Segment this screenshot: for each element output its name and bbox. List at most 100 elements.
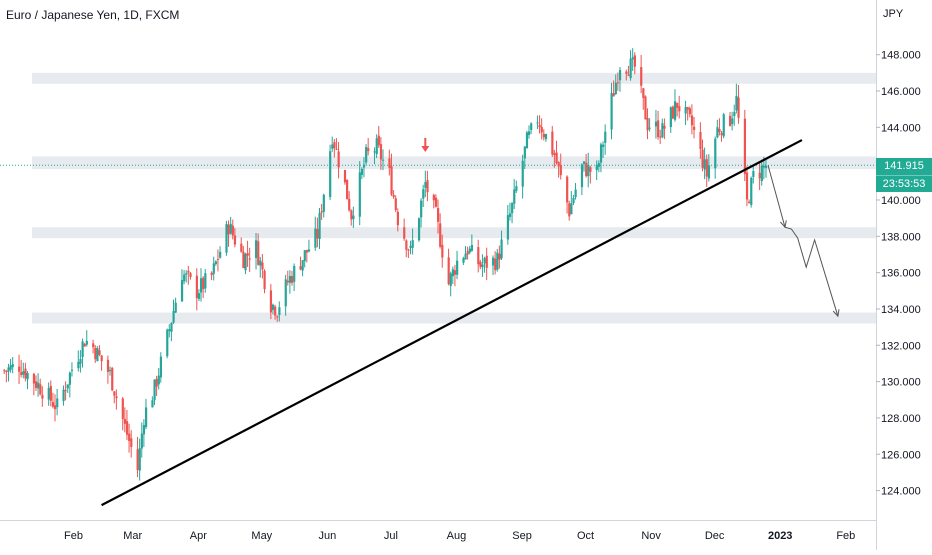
candle-body xyxy=(288,276,292,283)
x-tick-label: Aug xyxy=(447,530,467,542)
candle-body xyxy=(762,165,766,168)
candle-body xyxy=(684,106,687,114)
candle-body xyxy=(731,118,734,124)
candle-body xyxy=(405,240,408,250)
candle-body xyxy=(411,240,414,248)
candle-body xyxy=(439,223,442,247)
candle-body xyxy=(128,433,131,441)
candle-body xyxy=(737,97,740,118)
candle-body xyxy=(604,131,607,143)
candle-body xyxy=(566,176,569,203)
candle-body xyxy=(85,340,88,345)
y-tick-label: 146.000 xyxy=(881,86,921,98)
candle-body xyxy=(648,127,651,129)
candle-body xyxy=(760,165,763,181)
candle-body xyxy=(365,147,368,163)
candle-body xyxy=(453,270,457,275)
candle-body xyxy=(246,252,249,256)
candle-body xyxy=(743,118,747,174)
candle-body xyxy=(390,166,393,195)
candle-body xyxy=(705,159,708,177)
candle-body xyxy=(701,149,704,168)
candle-body xyxy=(49,386,52,401)
candle-body xyxy=(595,165,598,171)
candle-body xyxy=(714,138,717,169)
candle-body xyxy=(227,224,230,235)
candle-body xyxy=(293,265,296,282)
candle-body xyxy=(557,162,560,167)
candle-body xyxy=(614,82,617,95)
candle-body xyxy=(485,255,488,268)
candle-body xyxy=(437,208,440,222)
candle-body xyxy=(291,276,294,283)
candle-body xyxy=(559,165,562,176)
candle-body xyxy=(610,93,613,130)
candle-body xyxy=(125,421,129,435)
candle-body xyxy=(350,210,353,220)
candle-body xyxy=(669,107,672,128)
candle-body xyxy=(426,180,429,193)
candle-body xyxy=(343,170,347,183)
candle-body xyxy=(54,405,57,410)
candle-body xyxy=(716,127,719,138)
candle-body xyxy=(200,278,203,293)
candle-body xyxy=(286,280,289,283)
candle-body xyxy=(233,235,237,245)
candle-body xyxy=(22,371,25,375)
candle-body xyxy=(360,168,364,175)
candle-body xyxy=(18,366,21,372)
candle-body xyxy=(498,253,501,260)
candle-body xyxy=(362,164,366,168)
projection-path xyxy=(767,165,839,317)
candle-body xyxy=(646,117,649,131)
candle-body xyxy=(47,387,50,400)
candle-body xyxy=(39,384,42,395)
candle-body xyxy=(113,391,116,396)
candle-body xyxy=(629,58,632,79)
candle-body xyxy=(688,108,691,115)
candle-body xyxy=(248,258,251,260)
currency-label: JPY xyxy=(883,8,904,20)
candle-body xyxy=(79,359,82,364)
candle-body xyxy=(68,372,72,385)
candle-body xyxy=(618,69,622,81)
candle-body xyxy=(441,244,444,258)
candle-body xyxy=(735,95,738,111)
candle-body xyxy=(202,277,205,290)
candle-body xyxy=(136,449,139,470)
candle-body xyxy=(678,106,681,112)
candle-body xyxy=(671,106,675,119)
y-tick-label: 134.000 xyxy=(881,304,921,316)
candle-body xyxy=(138,448,141,471)
candle-body xyxy=(314,228,317,248)
candle-body xyxy=(123,418,127,424)
candle-body xyxy=(130,438,133,447)
candle-body xyxy=(299,266,302,270)
candle-body xyxy=(422,189,425,199)
y-tick-label: 124.000 xyxy=(881,486,921,498)
candle-body xyxy=(331,144,334,149)
candle-body xyxy=(663,125,666,129)
candle-body xyxy=(555,152,558,164)
candle-body xyxy=(94,348,97,360)
candle-body xyxy=(145,407,148,427)
candle-body xyxy=(216,259,220,261)
candle-body xyxy=(100,355,103,362)
candle-body xyxy=(240,243,243,252)
candle-body xyxy=(699,132,702,149)
x-tick-label: May xyxy=(251,530,272,542)
candle-body xyxy=(159,356,163,378)
y-tick-label: 140.000 xyxy=(881,195,921,207)
candle-body xyxy=(225,224,228,253)
x-tick-label: Feb xyxy=(64,530,83,542)
candle-body xyxy=(640,67,643,86)
candle-body xyxy=(180,280,184,302)
candle-body xyxy=(616,82,620,84)
candle-body xyxy=(229,223,232,234)
candle-body xyxy=(20,372,23,376)
candle-body xyxy=(750,177,753,206)
candle-body xyxy=(9,365,12,370)
candle-body xyxy=(447,257,450,285)
